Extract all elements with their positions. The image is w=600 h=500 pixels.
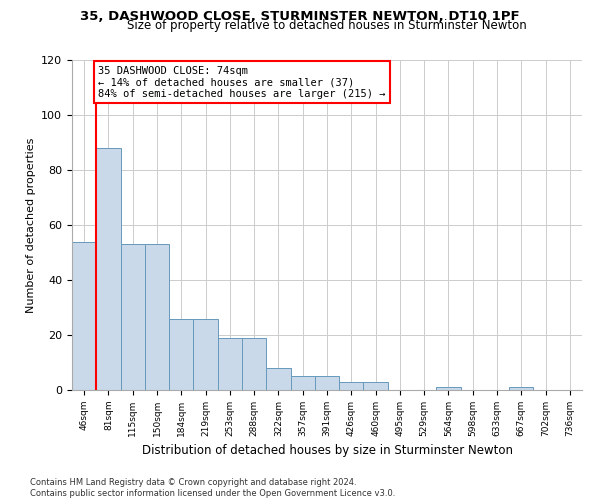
Bar [436,387,461,390]
X-axis label: Distribution of detached houses by size in Sturminster Newton: Distribution of detached houses by size … [142,444,512,458]
Bar [509,387,533,390]
Bar [315,376,339,390]
Bar [193,318,218,390]
Bar [72,242,96,390]
Text: Contains HM Land Registry data © Crown copyright and database right 2024.
Contai: Contains HM Land Registry data © Crown c… [30,478,395,498]
Text: 35, DASHWOOD CLOSE, STURMINSTER NEWTON, DT10 1PF: 35, DASHWOOD CLOSE, STURMINSTER NEWTON, … [80,10,520,23]
Y-axis label: Number of detached properties: Number of detached properties [26,138,35,312]
Bar [218,338,242,390]
Bar [121,244,145,390]
Title: Size of property relative to detached houses in Sturminster Newton: Size of property relative to detached ho… [127,20,527,32]
Bar [290,376,315,390]
Bar [339,382,364,390]
Bar [96,148,121,390]
Bar [145,244,169,390]
Bar [169,318,193,390]
Text: 35 DASHWOOD CLOSE: 74sqm
← 14% of detached houses are smaller (37)
84% of semi-d: 35 DASHWOOD CLOSE: 74sqm ← 14% of detach… [98,66,386,98]
Bar [266,368,290,390]
Bar [242,338,266,390]
Bar [364,382,388,390]
